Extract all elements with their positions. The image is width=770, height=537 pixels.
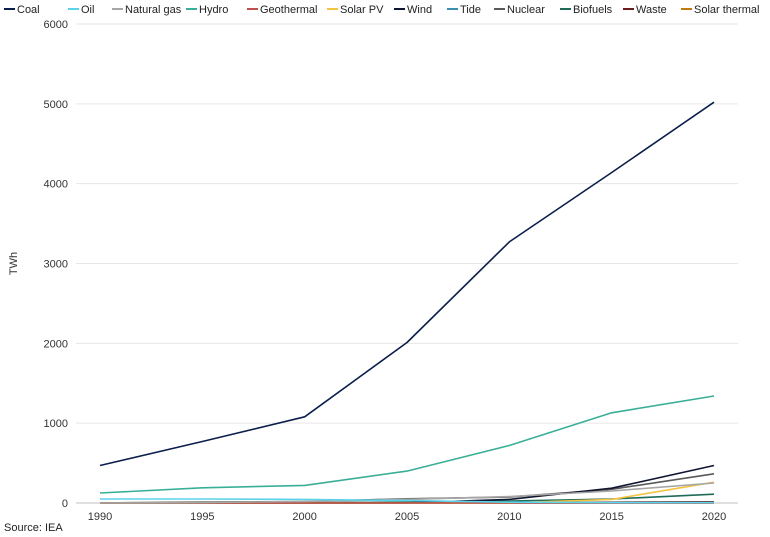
legend-item: Solar PV [327, 4, 384, 16]
y-tick-label: 4000 [44, 179, 68, 191]
legend-item: Wind [394, 4, 432, 16]
x-tick-label: 2020 [702, 511, 726, 523]
legend: Coal Oil Natural gas Hydro Geothermal Solar P… [4, 4, 759, 16]
legend-item: Biofuels [560, 4, 613, 16]
legend-label: Waste [636, 4, 667, 16]
legend-label: Nuclear [507, 4, 545, 16]
legend-label: Coal [17, 4, 40, 16]
x-axis-ticks: 1990 1995 2000 2005 2010 2015 2020 [88, 511, 726, 523]
legend-item: Geothermal [247, 4, 317, 16]
y-tick-label: 1000 [44, 418, 68, 430]
legend-label: Geothermal [260, 4, 317, 16]
legend-label: Hydro [199, 4, 228, 16]
legend-item: Nuclear [494, 4, 545, 16]
y-tick-label: 0 [62, 498, 68, 510]
x-tick-label: 1990 [88, 511, 112, 523]
legend-label: Biofuels [573, 4, 613, 16]
legend-label: Tide [460, 4, 481, 16]
x-tick-label: 2015 [599, 511, 623, 523]
x-tick-label: 2005 [395, 511, 419, 523]
series-line-oil [100, 498, 714, 504]
source-note: Source: IEA [4, 522, 63, 534]
legend-item: Coal [4, 4, 40, 16]
legend-item: Solar thermal [681, 4, 759, 16]
x-tick-label: 1995 [190, 511, 214, 523]
y-axis-label: TWh [8, 252, 20, 275]
x-tick-label: 2000 [292, 511, 316, 523]
gridlines [76, 23, 738, 504]
legend-item: Natural gas [112, 4, 182, 16]
series-lines [99, 101, 715, 504]
series-line-hydro [99, 395, 715, 494]
y-tick-label: 5000 [44, 99, 68, 111]
y-axis-ticks: 0 1000 2000 3000 4000 5000 6000 [44, 19, 68, 510]
legend-label: Wind [407, 4, 432, 16]
legend-label: Oil [81, 4, 94, 16]
series-line-coal [99, 101, 715, 467]
legend-label: Natural gas [125, 4, 182, 16]
y-tick-label: 3000 [44, 259, 68, 271]
legend-item: Tide [447, 4, 481, 16]
x-tick-label: 2010 [497, 511, 521, 523]
legend-label: Solar thermal [694, 4, 759, 16]
legend-item: Waste [623, 4, 667, 16]
y-tick-label: 2000 [44, 338, 68, 350]
series-line-natural-gas [99, 482, 715, 504]
y-tick-label: 6000 [44, 19, 68, 31]
legend-item: Oil [68, 4, 94, 16]
legend-label: Solar PV [340, 4, 384, 16]
legend-item: Hydro [186, 4, 228, 16]
